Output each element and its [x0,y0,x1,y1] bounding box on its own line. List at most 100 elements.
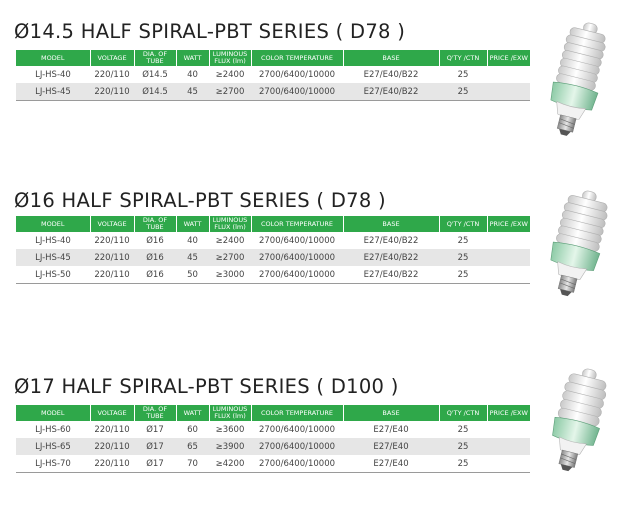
cell-voltage: 220/110 [90,455,134,473]
cell-voltage: 220/110 [94,424,130,435]
cell-price [487,83,530,101]
header-voltage: VOLTAGE [90,405,135,421]
cell-flux: ≥2700 [209,249,251,266]
header-dia-of-tube: DIA. OF TUBE [134,216,177,232]
cell-flux: ≥3900 [209,438,251,455]
cell-price [487,249,530,266]
spiral-bulb-image [552,368,607,472]
cell-voltage: 220/110 [94,235,130,246]
cell-price [487,421,530,438]
cell-qty: 25 [457,69,469,80]
cell-color-temp: 2700/6400/10000 [251,438,343,455]
spec-table: MODEL VOLTAGE DIA. OF TUBE WATT LUMINOUS… [16,405,530,473]
cell-dia: Ø16 [146,235,164,246]
cell-dia: Ø14.5 [134,83,176,101]
header-watt: WATT [176,405,210,421]
table-header-row: MODEL VOLTAGE DIA. OF TUBE WATT LUMINOUS… [16,216,530,232]
cell-qty: 25 [439,455,487,473]
cell-price [487,266,530,284]
cell-dia: Ø16 [134,266,176,284]
table-header-row: MODEL VOLTAGE DIA. OF TUBE WATT LUMINOUS… [16,50,530,66]
spec-table: MODEL VOLTAGE DIA. OF TUBE WATT LUMINOUS… [16,50,530,101]
cell-model: LJ-HS-65 [16,438,90,455]
header-price-exw: PRICE /EXW [487,50,530,66]
cell-color-temp: 2700/6400/10000 [251,266,343,284]
cell-watt: 65 [176,438,209,455]
cell-base: E27/E40/B22 [343,83,439,101]
cell-voltage: 220/110 [90,249,134,266]
header-base: BASE [343,405,440,421]
cell-voltage: 220/110 [90,438,134,455]
cell-watt: 45 [176,83,209,101]
cell-qty: 25 [439,83,487,101]
cell-color-temp: 2700/6400/10000 [258,424,336,435]
header-voltage: VOLTAGE [90,50,135,66]
table-row: LJ-HS-70 220/110 Ø17 70 ≥4200 2700/6400/… [16,455,530,473]
cell-flux: ≥2700 [209,83,251,101]
series-title: Ø14.5 HALF SPIRAL-PBT SERIES ( D78 ) [14,20,406,43]
header-luminous-flux: LUMINOUS FLUX (lm) [209,216,252,232]
cell-flux: ≥3600 [215,424,245,435]
header-watt: WATT [176,50,210,66]
cell-base: E27/E40 [343,455,439,473]
cell-qty: 25 [439,266,487,284]
cell-dia: Ø16 [134,249,176,266]
table-row: LJ-HS-50 220/110 Ø16 50 ≥3000 2700/6400/… [16,266,530,284]
cell-watt: 50 [176,266,209,284]
cell-color-temp: 2700/6400/10000 [258,69,336,80]
header-model: MODEL [16,50,91,66]
cell-base: E27/E40/B22 [363,69,419,80]
header-voltage: VOLTAGE [90,216,135,232]
cell-qty: 25 [457,424,469,435]
cell-dia: Ø14.5 [142,69,168,80]
cell-price [487,232,530,249]
cell-watt: 70 [176,455,209,473]
cell-voltage: 220/110 [94,69,130,80]
cell-base: E27/E40/B22 [363,235,419,246]
table-row: LJ-HS-45 220/110 Ø16 45 ≥2700 2700/6400/… [16,249,530,266]
cell-base: E27/E40 [373,424,409,435]
header-base: BASE [343,50,440,66]
series-title: Ø17 HALF SPIRAL-PBT SERIES ( D100 ) [14,375,399,398]
table-row: LJ-HS-65 220/110 Ø17 65 ≥3900 2700/6400/… [16,438,530,455]
cell-qty: 25 [439,249,487,266]
cell-dia: Ø17 [134,455,176,473]
cell-model: LJ-HS-45 [16,83,90,101]
cell-flux: ≥2400 [215,235,245,246]
header-model: MODEL [16,216,91,232]
cell-model: LJ-HS-60 [35,424,71,435]
header-price-exw: PRICE /EXW [487,216,530,232]
cell-model: LJ-HS-40 [35,235,71,246]
cell-flux: ≥2400 [215,69,245,80]
cell-watt: 40 [187,235,198,246]
header-dia-of-tube: DIA. OF TUBE [134,405,177,421]
header-luminous-flux: LUMINOUS FLUX (lm) [209,405,252,421]
table-row: LJ-HS-40 220/110 Ø14.5 40 ≥2400 2700/640… [16,66,530,83]
cell-flux: ≥4200 [209,455,251,473]
cell-color-temp: 2700/6400/10000 [251,83,343,101]
cell-model: LJ-HS-45 [16,249,90,266]
spec-table: MODEL VOLTAGE DIA. OF TUBE WATT LUMINOUS… [16,216,530,284]
cell-base: E27/E40/B22 [343,249,439,266]
series-title: Ø16 HALF SPIRAL-PBT SERIES ( D78 ) [14,189,386,212]
cell-dia: Ø17 [134,438,176,455]
header-color-temperature: COLOR TEMPERATURE [251,50,344,66]
header-base: BASE [343,216,440,232]
cell-color-temp: 2700/6400/10000 [251,455,343,473]
cell-qty: 25 [439,438,487,455]
spiral-bulb-image [550,22,606,136]
header-watt: WATT [176,216,210,232]
spiral-bulb-image [550,190,608,297]
table-row: LJ-HS-60 220/110 Ø17 60 ≥3600 2700/6400/… [16,421,530,438]
header-qty-ctn: Q'TY /CTN [439,216,488,232]
cell-model: LJ-HS-50 [16,266,90,284]
cell-base: E27/E40 [343,438,439,455]
table-row: LJ-HS-40 220/110 Ø16 40 ≥2400 2700/6400/… [16,232,530,249]
cell-flux: ≥3000 [209,266,251,284]
cell-price [487,66,530,83]
cell-color-temp: 2700/6400/10000 [251,249,343,266]
table-header-row: MODEL VOLTAGE DIA. OF TUBE WATT LUMINOUS… [16,405,530,421]
cell-color-temp: 2700/6400/10000 [258,235,336,246]
header-model: MODEL [16,405,91,421]
cell-watt: 40 [187,69,198,80]
